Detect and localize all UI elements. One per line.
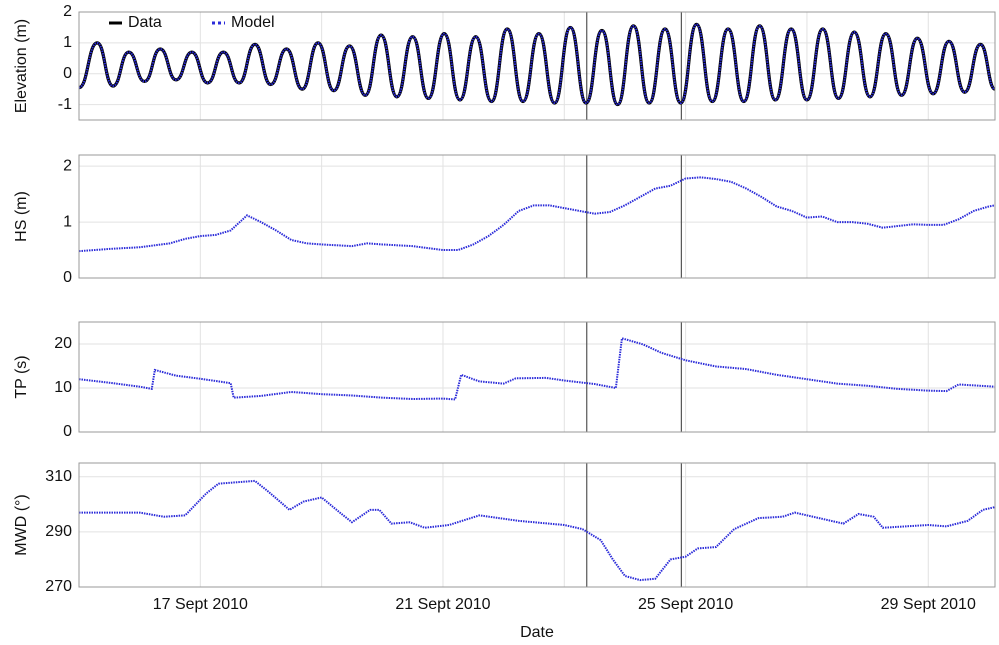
y-tick-label: 2 xyxy=(63,3,72,20)
y-axis-label: HS (m) xyxy=(13,191,30,242)
y-tick-label: 1 xyxy=(63,34,72,51)
y-tick-label: 0 xyxy=(63,269,72,286)
x-tick-label: 29 Sept 2010 xyxy=(881,596,976,613)
plot-frame xyxy=(78,154,996,279)
y-tick-label: 1 xyxy=(63,213,72,230)
plot-frame xyxy=(78,321,996,433)
x-tick-label: 25 Sept 2010 xyxy=(638,596,733,613)
y-axis-label: Elevation (m) xyxy=(13,19,30,113)
plot-frame xyxy=(78,11,996,121)
legend-label: Data xyxy=(128,14,162,31)
legend-label: Model xyxy=(231,14,275,31)
y-tick-label: 0 xyxy=(63,65,72,82)
y-axis-label: MWD (°) xyxy=(13,494,30,555)
y-tick-label: 20 xyxy=(54,335,72,352)
series-line xyxy=(78,336,996,401)
y-tick-label: 290 xyxy=(45,523,72,540)
x-axis-label: Date xyxy=(520,624,554,641)
series-line xyxy=(79,479,996,582)
y-tick-label: -1 xyxy=(58,96,72,113)
y-axis-label: TP (s) xyxy=(13,355,30,398)
y-tick-label: 10 xyxy=(54,379,72,396)
y-tick-label: 310 xyxy=(45,468,72,485)
y-tick-label: 0 xyxy=(63,423,72,440)
plot-frame xyxy=(78,462,996,588)
y-tick-label: 270 xyxy=(45,578,72,595)
y-tick-label: 2 xyxy=(63,157,72,174)
x-tick-label: 17 Sept 2010 xyxy=(153,596,248,613)
x-tick-label: 21 Sept 2010 xyxy=(395,596,490,613)
series-line xyxy=(78,23,996,106)
series-line xyxy=(78,176,996,253)
